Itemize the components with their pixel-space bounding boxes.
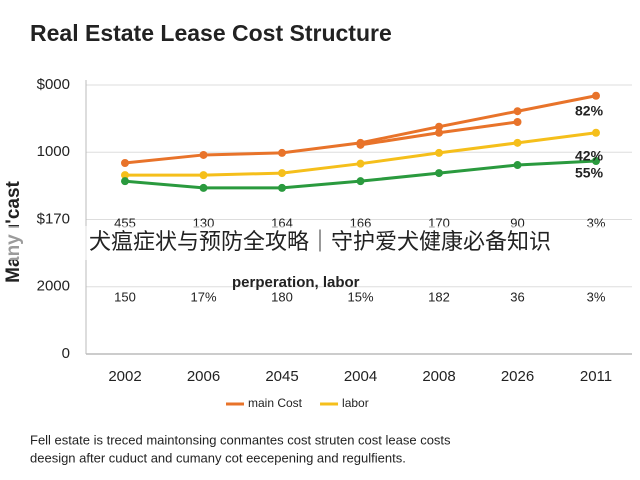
x-tick-label: 2026: [501, 368, 534, 385]
x-tick-label: 2004: [344, 368, 377, 385]
point: [199, 150, 208, 159]
point: [121, 171, 129, 180]
point: [121, 159, 129, 168]
point: [592, 156, 600, 165]
overlay-band: [0, 226, 640, 260]
table-cell: 17%: [190, 289, 216, 304]
point: [435, 128, 443, 137]
x-tick-label: 2011: [580, 368, 612, 385]
y-tick-label: 1000: [37, 143, 70, 160]
table-cell: 3%: [587, 289, 606, 304]
point: [513, 117, 522, 126]
table-cell: 182: [428, 289, 450, 304]
chart-title: Real Estate Lease Cost Structure: [30, 20, 392, 46]
table-cell: 180: [271, 289, 293, 304]
point: [592, 128, 600, 137]
x-tick-label: 2008: [422, 368, 455, 385]
y-tick-label: $000: [37, 76, 70, 93]
footnote: deesign after cuduct and cumany cot eece…: [30, 450, 406, 465]
point: [592, 91, 600, 100]
overlay-text: 犬瘟症状与预防全攻略｜守护爱犬健康必备知识: [89, 229, 551, 254]
point: [278, 169, 286, 178]
row-caption: perperation, labor: [232, 274, 360, 291]
y-tick-label: $170: [37, 210, 70, 227]
point: [435, 122, 443, 131]
series-line: [124, 94, 597, 165]
y-tick-label: 2000: [37, 278, 70, 295]
legend-label: main Cost: [248, 396, 303, 410]
legend-label: labor: [342, 396, 369, 410]
table-cell: 36: [510, 289, 524, 304]
table-cell: 15%: [347, 289, 373, 304]
x-tick-label: 2002: [108, 368, 141, 385]
point: [356, 159, 365, 168]
annotation: 42%: [575, 148, 604, 164]
point: [513, 161, 522, 170]
point: [278, 183, 286, 192]
point: [199, 171, 208, 180]
point: [435, 169, 443, 178]
annotation: 55%: [575, 165, 604, 181]
annotation: 82%: [575, 103, 604, 119]
point: [356, 140, 365, 149]
point: [356, 177, 365, 186]
point: [513, 107, 522, 116]
table-cell: 150: [114, 289, 136, 304]
x-tick-label: 2006: [187, 368, 220, 385]
point: [199, 183, 208, 192]
x-tick-label: 2045: [265, 368, 298, 385]
point: [278, 148, 286, 157]
point: [513, 138, 522, 147]
y-tick-label: 0: [62, 345, 70, 362]
footnote: Fell estate is treced maintonsing conman…: [30, 432, 451, 447]
point: [435, 148, 443, 157]
point: [121, 177, 129, 186]
